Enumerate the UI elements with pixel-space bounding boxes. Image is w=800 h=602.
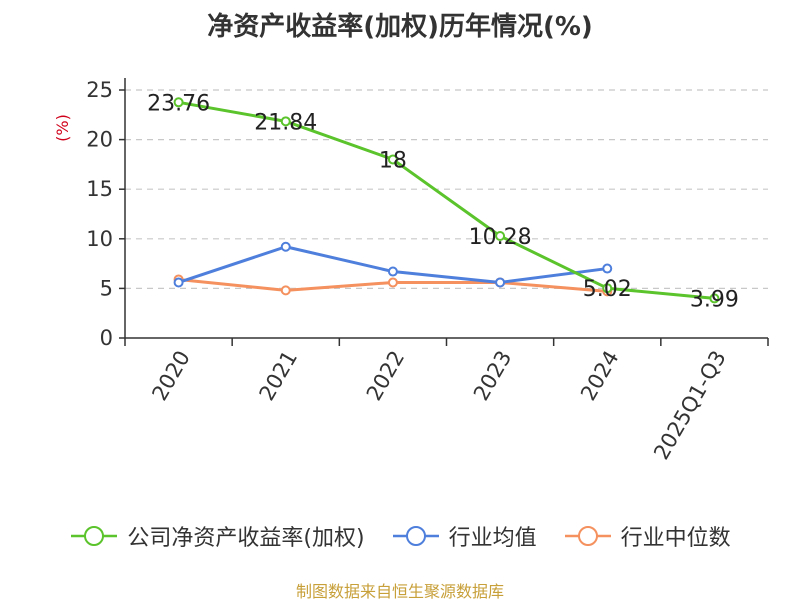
legend: 公司净资产收益率(加权) 行业均值 行业中位数	[0, 520, 800, 552]
y-tick-label: 10	[86, 227, 113, 251]
series-line-0	[178, 100, 715, 300]
legend-item[interactable]: 公司净资产收益率(加权)	[69, 520, 365, 552]
series-point-1	[173, 277, 184, 288]
series-point-1	[602, 263, 613, 274]
y-tick-label: 25	[86, 78, 113, 102]
data-label: 18	[379, 148, 407, 173]
series-point-2	[280, 285, 291, 296]
legend-item[interactable]: 行业中位数	[563, 520, 731, 552]
data-label: 21.84	[254, 110, 317, 135]
legend-swatch-marker	[84, 526, 105, 546]
x-tick-label: 2025Q1-Q3	[649, 347, 731, 464]
y-tick-label: 20	[86, 128, 113, 152]
y-axis-label: (%)	[53, 114, 72, 142]
series-point-0	[387, 154, 398, 165]
data-label: 10.28	[469, 225, 532, 250]
data-label: 3.99	[690, 287, 739, 312]
grid-lines	[125, 89, 768, 289]
series-point-1	[280, 241, 291, 252]
series-line-1	[178, 245, 608, 284]
axes: 0 5 10 15 20 25 (%) 2020 2021 2022 2023 2024 2025Q1-…	[53, 78, 769, 464]
legend-swatch-marker	[405, 526, 426, 546]
data-label: 23.76	[147, 91, 210, 116]
x-tick-label: 2022	[362, 347, 410, 405]
data-label: 5.02	[583, 277, 632, 302]
series-point-2	[387, 277, 398, 288]
y-tick-label: 5	[100, 276, 113, 300]
legend-swatch	[392, 526, 439, 546]
source-note: 制图数据来自恒生聚源数据库	[295, 582, 504, 601]
series-point-0	[280, 116, 291, 127]
series-point-0	[173, 97, 184, 108]
x-tick-label: 2021	[255, 347, 303, 405]
legend-label: 公司净资产收益率(加权)	[127, 526, 365, 551]
x-tick-label: 2020	[147, 347, 195, 405]
legend-swatch	[564, 526, 611, 546]
series-point-0	[709, 293, 720, 304]
data-labels: 23.76 21.84 18 10.28 5.02 3.99	[147, 91, 739, 312]
legend-item[interactable]: 行业均值	[391, 520, 537, 552]
y-tick-label: 0	[100, 326, 113, 350]
series-point-1	[495, 277, 506, 288]
legend-swatch-marker	[577, 526, 598, 546]
series-point-1	[387, 266, 398, 277]
legend-label: 行业均值	[448, 526, 537, 551]
series-point-0	[495, 231, 506, 242]
legend-swatch	[71, 526, 118, 546]
x-tick-label: 2023	[469, 347, 517, 405]
chart-title: 净资产收益率(加权)历年情况(%)	[207, 12, 593, 42]
y-tick-label: 15	[86, 177, 113, 201]
x-tick-label: 2024	[576, 347, 624, 405]
series-point-0	[602, 283, 613, 294]
legend-label: 行业中位数	[620, 526, 731, 551]
series-lines	[173, 97, 720, 304]
